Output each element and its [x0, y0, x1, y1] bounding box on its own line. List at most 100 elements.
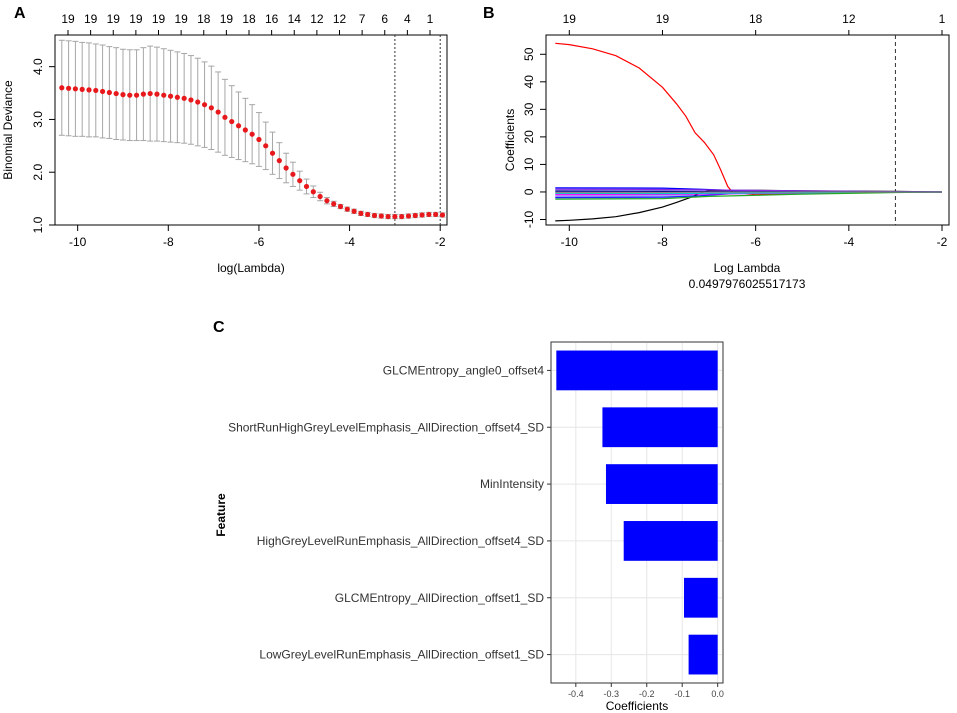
cv-point [351, 208, 357, 214]
x-tick-label: -4 [344, 235, 355, 249]
x-tick-label: -6 [254, 235, 265, 249]
x-axis-label-b: Log Lambda [714, 261, 781, 275]
category-labels-c: GLCMEntropy_angle0_offset4 ShortRunHighGr… [228, 363, 551, 662]
coefficient-paths-b [555, 42, 943, 222]
bar [556, 350, 718, 391]
bars-c [556, 350, 718, 675]
cv-point [161, 92, 167, 98]
cv-point [405, 213, 412, 219]
x-ticks-a: -10 -8 -6 -4 -2 [69, 225, 446, 249]
cv-point [59, 85, 65, 91]
y-tick-label: 40 [522, 75, 536, 89]
cv-point [229, 118, 235, 125]
cv-point [344, 206, 350, 212]
bar [688, 634, 718, 675]
top-tick-label: 19 [220, 12, 234, 26]
cv-point [331, 201, 337, 207]
x-tick-label: 0.0 [711, 689, 724, 699]
top-tick-label: 12 [333, 12, 347, 26]
top-tick-label: 1 [427, 12, 434, 26]
top-tick-label: 12 [842, 12, 856, 26]
cv-point [290, 171, 296, 177]
panel-label-b: B [483, 5, 495, 22]
x-tick-label: -10 [69, 235, 87, 249]
coef-path-gray [555, 191, 942, 194]
cv-point [371, 212, 378, 219]
x-tick-label: -10 [561, 235, 579, 249]
top-axis-b: 19 19 18 12 1 [563, 12, 946, 35]
cv-point [378, 213, 384, 219]
top-tick-label: 4 [404, 12, 411, 26]
cv-point [324, 198, 330, 204]
y-tick-label: 3.0 [31, 111, 45, 128]
bar [602, 407, 718, 448]
panel-label-a: A [14, 5, 26, 22]
plot-frame-a [54, 34, 448, 226]
coef-path-red [555, 42, 943, 196]
top-tick-label: 14 [288, 12, 302, 26]
x-tick-label: -8 [163, 235, 174, 249]
x-axis-label-c: Coefficients [606, 699, 668, 713]
y-tick-label: 20 [522, 130, 536, 144]
cv-point [439, 212, 446, 218]
x-tick-label: -2 [937, 235, 948, 249]
error-bars-a [58, 39, 446, 220]
cv-point [215, 109, 221, 115]
cv-point [358, 210, 364, 216]
subtitle-b: 0.0497976025517173 [689, 277, 806, 291]
cv-point [133, 92, 140, 98]
cv-point [276, 158, 282, 164]
y-tick-label: 1.0 [31, 216, 45, 233]
top-tick-label: 19 [107, 12, 121, 26]
x-tick-label: -2 [435, 235, 446, 249]
category-label: LowGreyLevelRunEmphasis_AllDirection_off… [259, 648, 544, 662]
y-axis-label-a: Binomial Deviance [1, 80, 15, 180]
cv-point [337, 203, 344, 210]
cv-point [385, 213, 391, 220]
x-tick-label: -0.2 [639, 689, 655, 699]
cv-point [242, 127, 248, 133]
cv-point [99, 88, 106, 95]
vlines-a [394, 35, 441, 225]
cv-point [174, 94, 180, 100]
top-tick-label: 19 [84, 12, 98, 26]
y-tick-label: 0 [522, 188, 536, 195]
x-tick-label: -0.4 [568, 689, 584, 699]
y-tick-label: -10 [522, 210, 536, 228]
top-tick-label: 19 [152, 12, 166, 26]
x-ticks-c: -0.4 -0.3 -0.2 -0.1 0.0 [568, 683, 724, 699]
top-tick-label: 19 [563, 12, 577, 26]
cv-point [412, 212, 418, 219]
bar [623, 521, 718, 561]
cv-point [120, 92, 126, 98]
cv-point [365, 211, 371, 218]
y-ticks-b: -10 0 10 20 30 40 50 [522, 47, 546, 228]
top-tick-label: 7 [359, 12, 366, 26]
cv-point [181, 95, 187, 101]
panel-b: B -10 -8 -6 -4 -2 -10 0 10 20 30 40 50 19 19 18 12 1 L… [483, 5, 950, 291]
y-axis-label-b: Coefficients [503, 109, 517, 171]
top-tick-label: 18 [749, 12, 763, 26]
x-ticks-b: -10 -8 -6 -4 -2 [561, 225, 948, 249]
cv-point [147, 90, 153, 97]
cv-point [106, 89, 112, 96]
cv-point [113, 90, 119, 97]
x-tick-label: -8 [657, 235, 668, 249]
cv-point [256, 136, 262, 143]
x-tick-label: -0.3 [604, 689, 620, 699]
cv-point [188, 97, 194, 103]
x-axis-label-a: log(Lambda) [217, 261, 284, 275]
cv-point [140, 91, 146, 97]
top-tick-label: 12 [310, 12, 324, 26]
category-label: GLCMEntropy_angle0_offset4 [383, 363, 545, 377]
cv-point [303, 183, 310, 190]
x-tick-label: -0.1 [674, 689, 690, 699]
cv-point [392, 213, 398, 220]
top-tick-label: 18 [197, 12, 211, 26]
cv-point [167, 93, 174, 99]
cv-point [93, 87, 99, 94]
category-label: MinIntensity [480, 477, 544, 491]
top-tick-label: 18 [242, 12, 256, 26]
category-label: HighGreyLevelRunEmphasis_AllDirection_of… [257, 534, 545, 548]
